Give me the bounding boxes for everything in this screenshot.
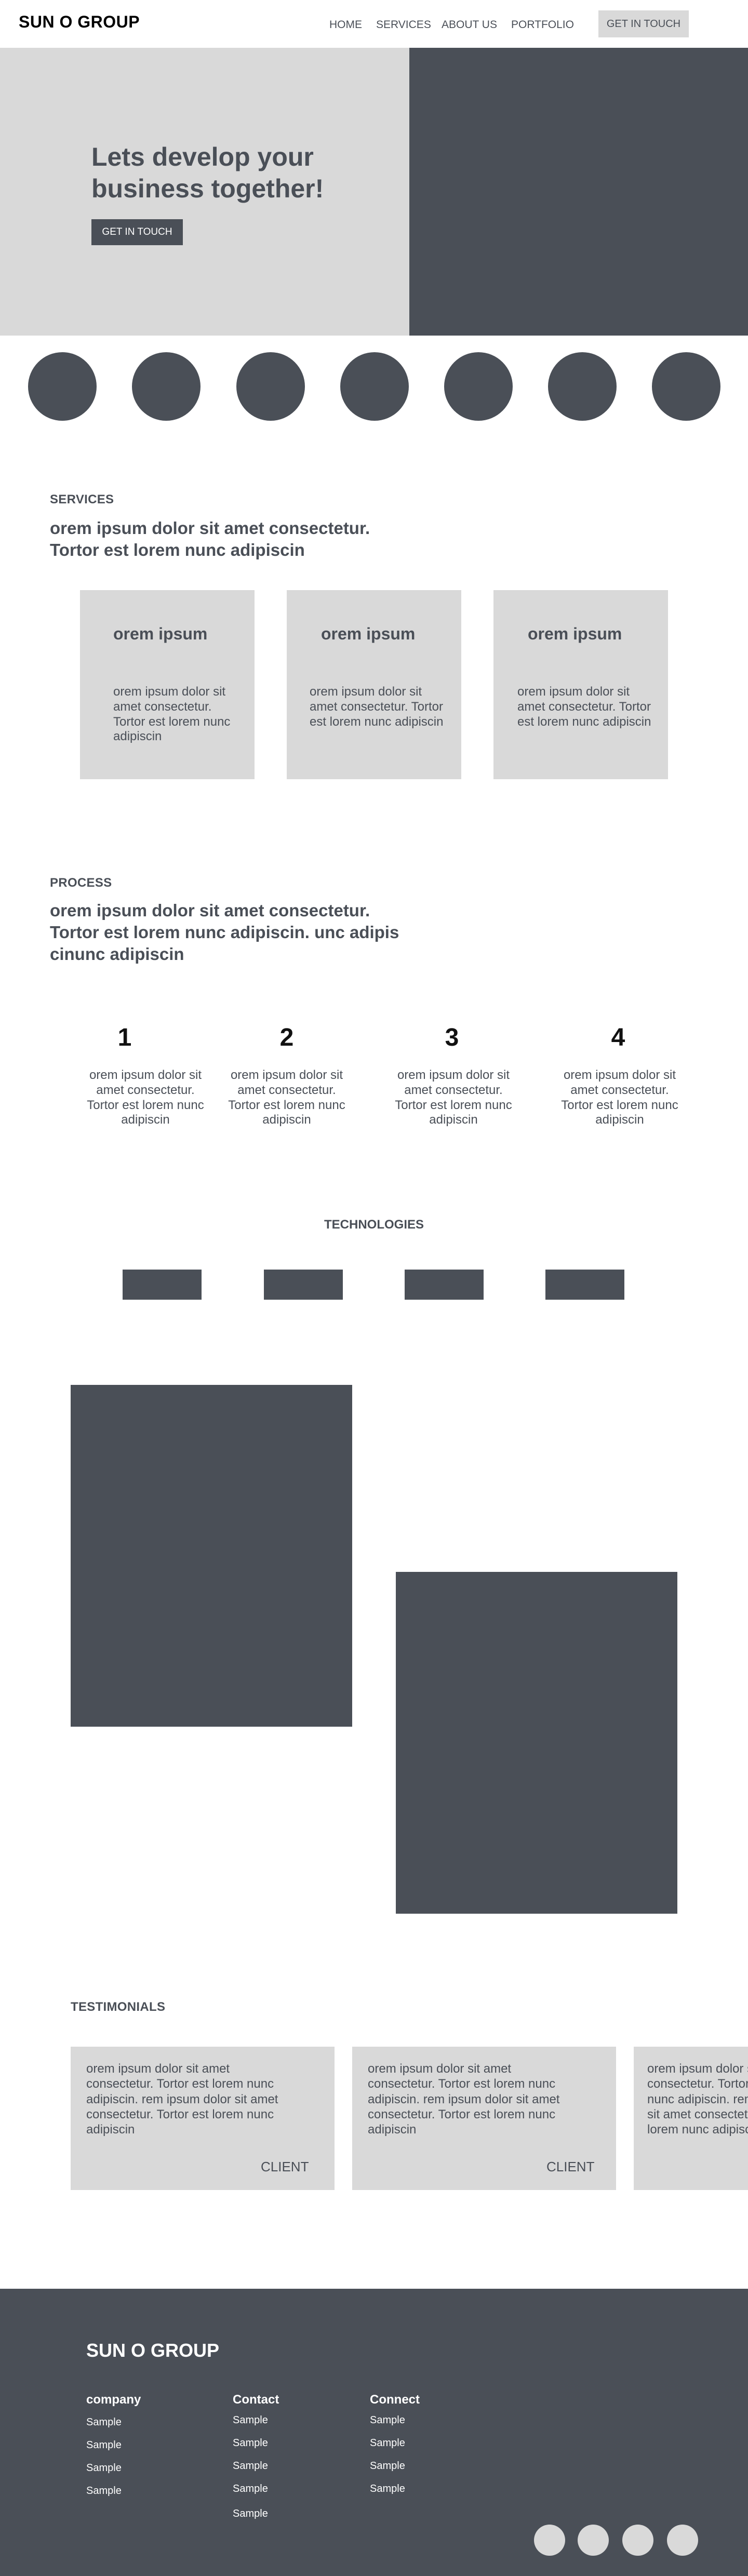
- testimonial-card: orem ipsum dolor sit amet consectetur. T…: [634, 2047, 748, 2190]
- process-step-text: orem ipsum dolor sit amet consectetur. T…: [228, 1068, 345, 1127]
- client-logo-7: [652, 352, 720, 421]
- process-step-number: 3: [445, 1024, 459, 1051]
- footer-heading-contact: Contact: [233, 2393, 279, 2407]
- footer-link[interactable]: Sample: [86, 2439, 122, 2451]
- footer-link[interactable]: Sample: [86, 2417, 122, 2428]
- nav-portfolio[interactable]: PORTFOLIO: [511, 19, 574, 31]
- site-logo[interactable]: SUN O GROUP: [19, 12, 140, 31]
- footer-link[interactable]: Sample: [233, 2460, 268, 2472]
- footer-link[interactable]: Sample: [86, 2485, 122, 2497]
- footer-link[interactable]: Sample: [233, 2483, 268, 2494]
- testimonial-text: orem ipsum dolor sit amet consectetur. T…: [368, 2062, 560, 2137]
- hero-left-panel: [0, 48, 409, 336]
- testimonials-label: TESTIMONIALS: [71, 2000, 166, 2014]
- process-title: orem ipsum dolor sit amet consectetur. T…: [50, 901, 399, 964]
- service-card-title: orem ipsum: [528, 624, 622, 643]
- services-title: orem ipsum dolor sit amet consectetur. T…: [50, 518, 370, 560]
- footer-heading-company: company: [86, 2393, 141, 2407]
- service-card-title: orem ipsum: [113, 624, 208, 643]
- technologies-label: TECHNOLOGIES: [324, 1218, 424, 1232]
- portfolio-image-1: [71, 1385, 352, 1727]
- service-card-text: orem ipsum dolor sit amet consectetur. T…: [113, 685, 231, 744]
- client-logo-1: [28, 352, 97, 421]
- footer: [0, 2289, 748, 2576]
- process-step-number: 2: [279, 1024, 294, 1051]
- client-logo-4: [340, 352, 409, 421]
- social-icon[interactable]: [534, 2525, 565, 2556]
- social-icon[interactable]: [622, 2525, 653, 2556]
- testimonial-text: orem ipsum dolor sit amet consectetur. T…: [647, 2062, 748, 2137]
- hero-title: Lets develop your business together!: [91, 142, 324, 203]
- footer-link[interactable]: Sample: [233, 2508, 268, 2519]
- service-card-title: orem ipsum: [321, 624, 416, 643]
- testimonial-text: orem ipsum dolor sit amet consectetur. T…: [86, 2062, 278, 2137]
- process-step-text: orem ipsum dolor sit amet consectetur. T…: [87, 1068, 204, 1127]
- hero-image-placeholder: [409, 48, 748, 336]
- testimonial-card: orem ipsum dolor sit amet consectetur. T…: [352, 2047, 616, 2190]
- header-get-in-touch-button[interactable]: GET IN TOUCH: [598, 10, 689, 37]
- process-step-number: 4: [611, 1024, 625, 1051]
- technology-logo: [545, 1270, 624, 1300]
- process-step-text: orem ipsum dolor sit amet consectetur. T…: [561, 1068, 678, 1127]
- nav-services[interactable]: SERVICES: [376, 19, 431, 31]
- client-logo-6: [548, 352, 617, 421]
- service-card-text: orem ipsum dolor sit amet consectetur. T…: [310, 685, 444, 729]
- testimonial-client: CLIENT: [546, 2159, 595, 2174]
- footer-logo[interactable]: SUN O GROUP: [86, 2340, 220, 2361]
- testimonial-client: CLIENT: [261, 2159, 309, 2174]
- testimonial-card: orem ipsum dolor sit amet consectetur. T…: [71, 2047, 335, 2190]
- process-step-text: orem ipsum dolor sit amet consectetur. T…: [395, 1068, 512, 1127]
- service-card-text: orem ipsum dolor sit amet consectetur. T…: [517, 685, 651, 729]
- footer-link[interactable]: Sample: [86, 2462, 122, 2474]
- footer-link[interactable]: Sample: [370, 2460, 405, 2472]
- service-card[interactable]: orem ipsum orem ipsum dolor sit amet con…: [287, 590, 461, 779]
- technology-logo: [264, 1270, 343, 1300]
- social-icon[interactable]: [578, 2525, 609, 2556]
- footer-heading-connect: Connect: [370, 2393, 420, 2407]
- technology-logo: [405, 1270, 484, 1300]
- nav-about-us[interactable]: ABOUT US: [442, 19, 497, 31]
- footer-link[interactable]: Sample: [370, 2483, 405, 2494]
- footer-link[interactable]: Sample: [233, 2437, 268, 2449]
- hero-get-in-touch-button[interactable]: GET IN TOUCH: [91, 219, 183, 245]
- footer-link[interactable]: Sample: [370, 2414, 405, 2426]
- footer-link[interactable]: Sample: [233, 2414, 268, 2426]
- footer-link[interactable]: Sample: [370, 2437, 405, 2449]
- client-logo-5: [444, 352, 513, 421]
- process-label: PROCESS: [50, 876, 112, 890]
- service-card[interactable]: orem ipsum orem ipsum dolor sit amet con…: [80, 590, 255, 779]
- process-step-number: 1: [117, 1024, 132, 1051]
- client-logo-3: [236, 352, 305, 421]
- services-label: SERVICES: [50, 492, 114, 506]
- social-icon[interactable]: [667, 2525, 698, 2556]
- client-logo-2: [132, 352, 201, 421]
- portfolio-image-2: [396, 1572, 677, 1914]
- nav-home[interactable]: HOME: [329, 19, 362, 31]
- service-card[interactable]: orem ipsum orem ipsum dolor sit amet con…: [493, 590, 668, 779]
- technology-logo: [123, 1270, 202, 1300]
